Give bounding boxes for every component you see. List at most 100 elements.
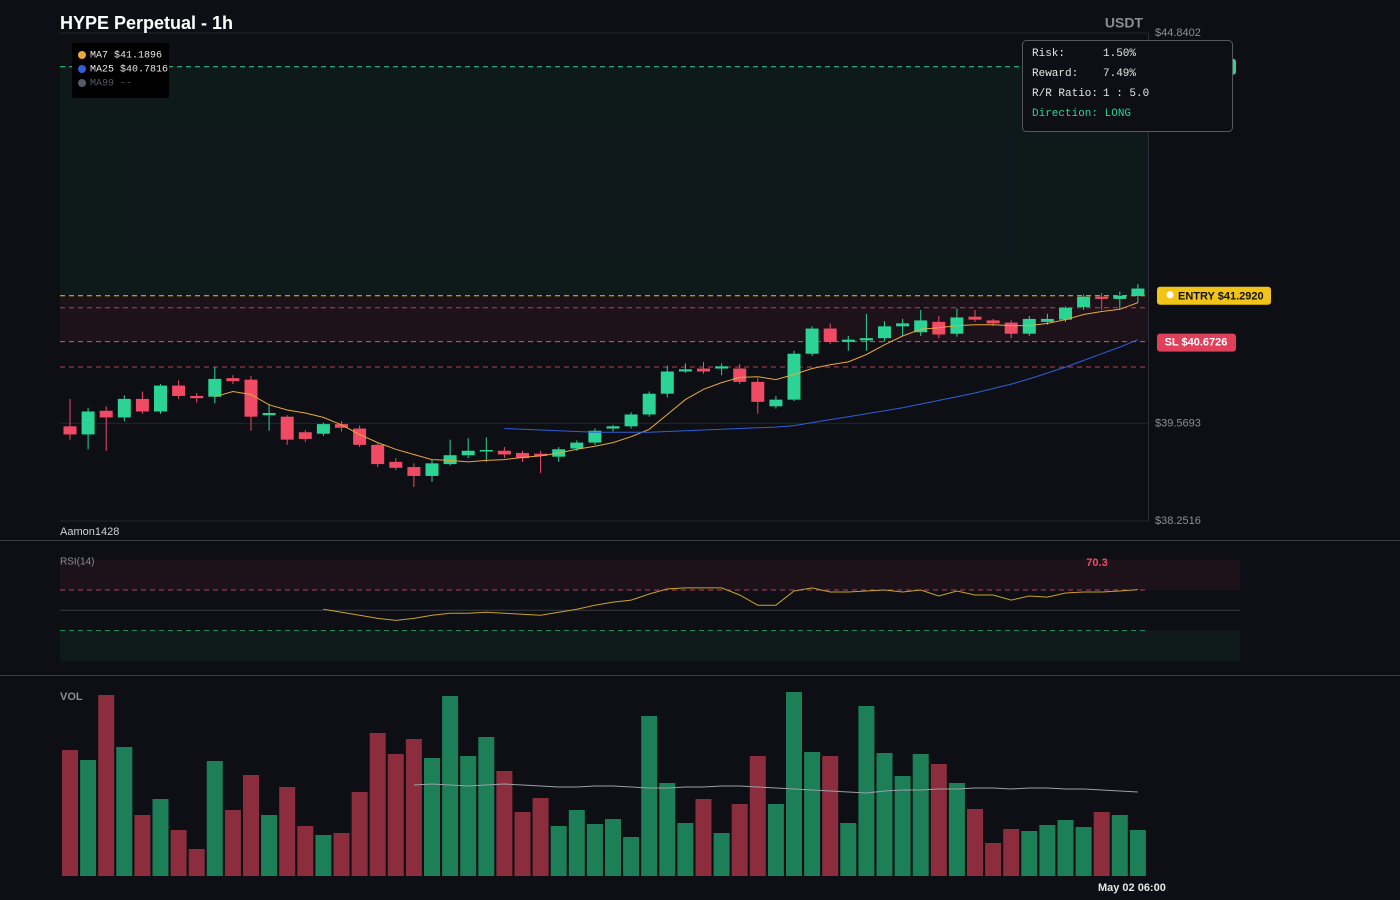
chart-title: HYPE Perpetual - 1h <box>60 13 233 33</box>
volume-bar <box>804 752 821 876</box>
info-label: R/R Ratio: <box>1032 88 1098 100</box>
entry-label: ENTRY $41.2920 <box>1178 291 1264 303</box>
candle-body <box>805 328 819 354</box>
candle-body <box>968 316 982 320</box>
legend-box <box>72 43 169 98</box>
volume-bar <box>442 696 459 876</box>
candle-body <box>81 411 95 435</box>
volume-bar <box>496 771 513 876</box>
volume-bar <box>1075 827 1092 876</box>
volume-bar <box>116 747 133 876</box>
candle-body <box>298 432 312 439</box>
candle-body <box>660 371 674 394</box>
candle-body <box>371 444 385 465</box>
candle-body <box>624 414 638 427</box>
stop-loss-tag <box>1157 333 1236 352</box>
volume-bar <box>731 804 748 876</box>
candle-body <box>697 368 710 372</box>
y-tick-label: $44.8402 <box>1155 27 1201 39</box>
overbought-zone <box>60 559 1240 590</box>
volume-bar <box>568 810 585 876</box>
candle-body <box>606 426 620 429</box>
volume-bar <box>532 798 549 876</box>
volume-bar <box>948 783 965 876</box>
candle-body <box>316 424 330 434</box>
info-label: Reward: <box>1032 68 1078 80</box>
candle-body <box>1040 318 1054 322</box>
y-tick-label: $39.5693 <box>1155 417 1201 429</box>
reward-zone <box>60 66 1148 296</box>
legend-swatch <box>78 79 86 87</box>
candle-body <box>769 399 783 407</box>
candle-body <box>859 338 873 341</box>
volume-bar <box>1111 815 1128 876</box>
candle-body <box>1022 318 1036 334</box>
candle-body <box>1059 307 1072 320</box>
candle-body <box>262 412 276 416</box>
volume-bar <box>315 835 332 876</box>
info-value: 7.49% <box>1103 68 1136 80</box>
volume-bar <box>767 804 784 876</box>
candle-body <box>208 378 222 397</box>
trade-info-box <box>1022 40 1233 132</box>
volume-bar <box>550 826 567 876</box>
volume-bar <box>424 758 440 876</box>
candle-body <box>588 430 602 443</box>
candle-body <box>497 450 511 455</box>
volume-bar <box>62 750 78 876</box>
chart-layer: $44.8402 $39.5693 $38.2516 HYPE Perpetual -… <box>60 13 1271 894</box>
volume-bar <box>351 792 368 876</box>
candle-body <box>914 320 928 333</box>
volume-bar <box>1057 820 1074 876</box>
candle-body <box>878 326 891 339</box>
candle-body <box>715 366 729 369</box>
candle-body <box>1113 295 1127 299</box>
volume-bar <box>279 787 296 876</box>
volume-bar <box>134 815 151 876</box>
candle-body <box>479 450 493 452</box>
candle-body <box>425 463 439 476</box>
volume-bar <box>985 843 1002 876</box>
volume-bar <box>1003 829 1020 876</box>
volume-bar <box>405 739 422 876</box>
candle-body <box>678 369 692 372</box>
candle-body <box>226 378 240 382</box>
volume-bar <box>967 809 983 876</box>
volume-bar <box>206 761 223 876</box>
volume-bar <box>695 799 712 876</box>
candle-body <box>1131 288 1145 296</box>
candle-body <box>172 385 186 396</box>
volume-bar <box>605 819 621 876</box>
volume-bar <box>623 837 640 876</box>
moving-average-line <box>214 302 1139 463</box>
candle-body <box>389 461 403 468</box>
volume-bar <box>659 783 676 876</box>
candle-body <box>841 339 855 342</box>
volume-bar <box>641 716 658 876</box>
volume-bar <box>80 760 97 876</box>
volume-bar <box>478 737 495 876</box>
stop-loss-label: SL $40.6726 <box>1165 337 1228 349</box>
volume-bar <box>786 692 802 876</box>
info-value: 1.50% <box>1103 48 1136 60</box>
candle-body <box>1077 296 1091 308</box>
volume-bar <box>261 815 278 876</box>
volume-bar <box>1039 825 1056 876</box>
volume-bar <box>224 810 241 876</box>
volume-ma-line <box>413 783 1138 794</box>
legend-swatch <box>78 65 86 73</box>
candle-body <box>443 455 457 465</box>
candle-body <box>99 410 113 418</box>
candle-body <box>154 385 167 412</box>
candle-body <box>407 467 421 476</box>
volume-bar <box>514 812 531 876</box>
volume-bar <box>170 830 187 876</box>
candle-body <box>823 328 837 342</box>
volume-bar <box>297 826 314 876</box>
rsi-line <box>323 587 1138 621</box>
volume-bar <box>930 764 947 876</box>
volume-bar <box>1093 812 1110 876</box>
candle-body <box>1004 322 1018 334</box>
y-tick-label: $38.2516 <box>1155 515 1201 527</box>
candle-body <box>570 442 584 449</box>
